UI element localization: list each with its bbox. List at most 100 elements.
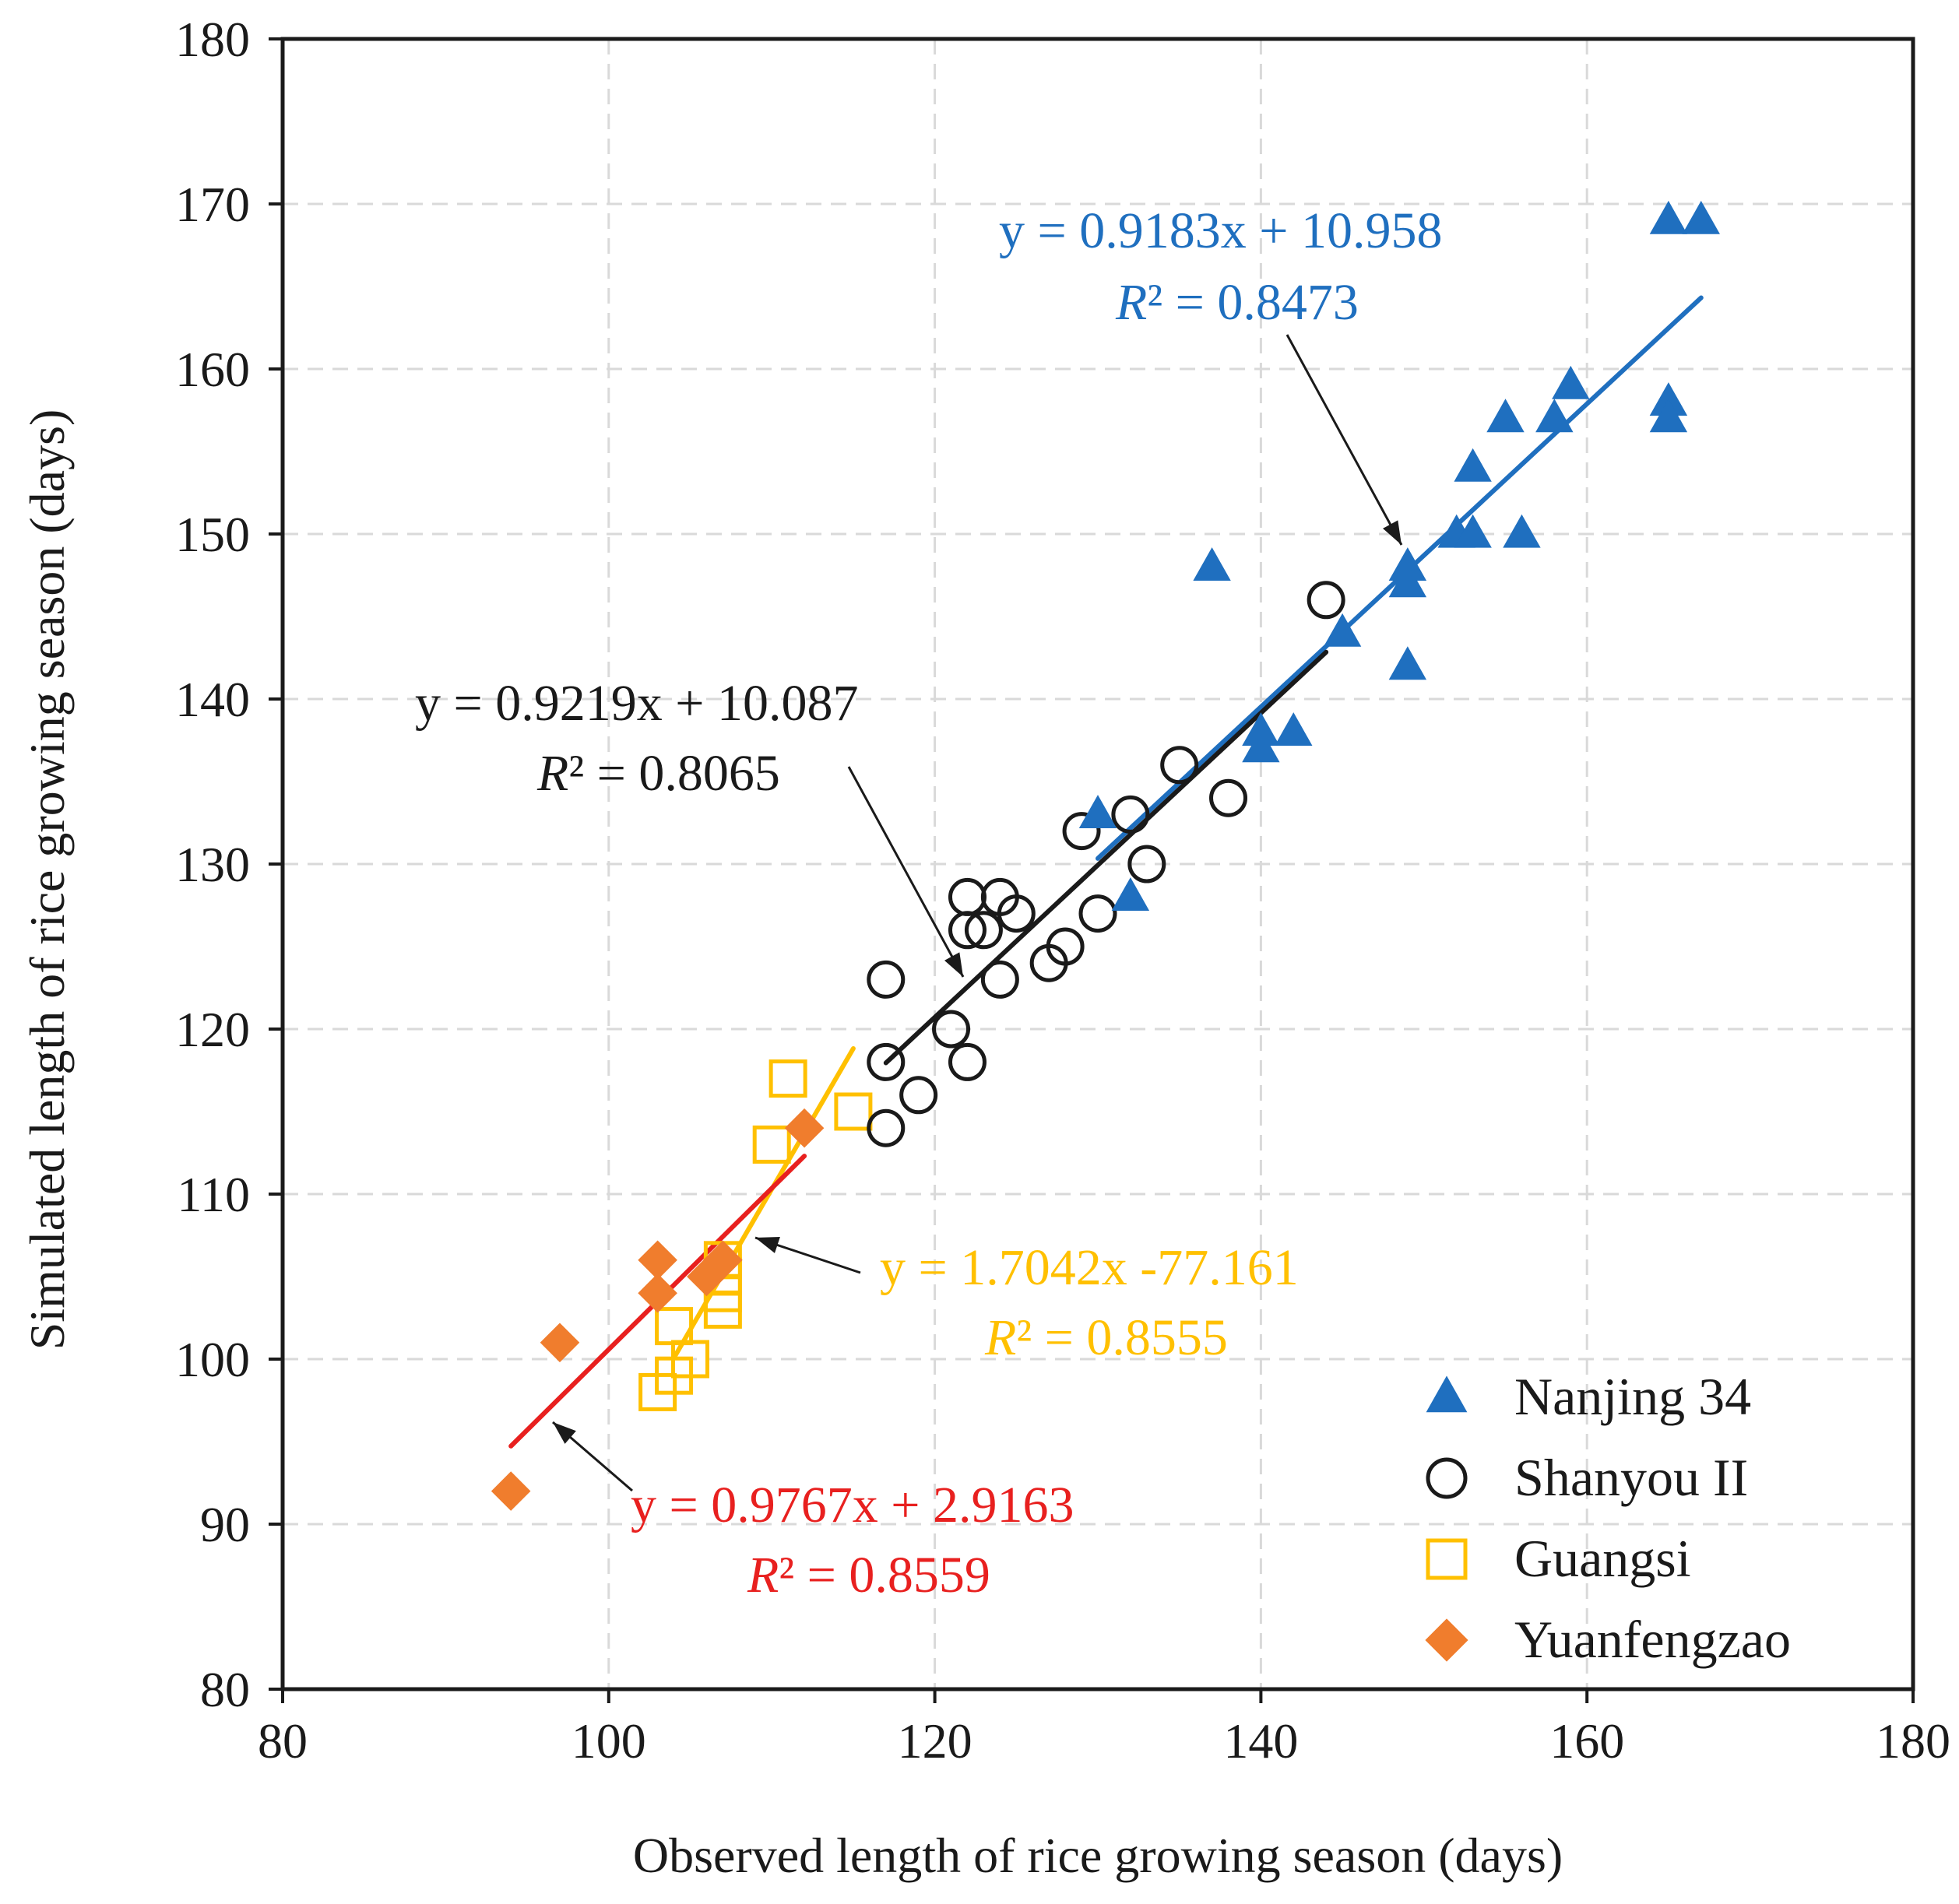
r-squared-guangsi: R² = 0.8555 [984, 1309, 1228, 1366]
circle-point [899, 1076, 938, 1115]
r-squared-value: ² = 0.8555 [1016, 1309, 1228, 1366]
r-squared-yuanfengzao: R² = 0.8559 [747, 1547, 990, 1604]
triangle-point [1682, 200, 1720, 234]
triangle-point [1552, 365, 1590, 399]
triangle-point [1486, 399, 1525, 433]
data-points [491, 200, 1720, 1511]
fit-line-shanyou-ii [883, 649, 1329, 1066]
circle-point [997, 894, 1036, 933]
fit-line-guangsi [671, 1045, 856, 1361]
triangle-point [1503, 514, 1541, 548]
triangle-point [1275, 712, 1313, 746]
diamond-point [540, 1323, 580, 1363]
series-yuanfengzao [491, 1108, 825, 1511]
legend-triangle-icon [1426, 1375, 1468, 1413]
circle-point [1078, 894, 1117, 933]
triangle-point [1649, 200, 1688, 234]
triangle-point [1323, 613, 1362, 647]
annotation-arrow-line [847, 766, 965, 978]
square-point [752, 1125, 791, 1164]
x-tick-label: 100 [572, 1713, 646, 1769]
r-squared-nanjing-34: R² = 0.8473 [1115, 274, 1359, 331]
diamond-point [703, 1240, 743, 1280]
y-tick-label: 150 [175, 507, 250, 562]
annotation-arrow-line [1285, 334, 1403, 546]
x-tick-label: 160 [1549, 1713, 1624, 1769]
x-tick-label: 180 [1876, 1713, 1950, 1769]
circle-point [1062, 812, 1101, 851]
r-squared-symbol: R [984, 1309, 1016, 1366]
triangle-point [1454, 448, 1492, 482]
circle-point [964, 911, 1003, 950]
legend-label: Yuanfengzao [1514, 1610, 1791, 1669]
y-tick-label: 100 [175, 1332, 250, 1387]
circle-point [867, 1042, 906, 1081]
y-tick-label: 110 [177, 1167, 250, 1222]
legend-label: Nanjing 34 [1514, 1367, 1751, 1426]
series-nanjing-34 [1078, 200, 1720, 911]
equation-shanyou-ii: y = 0.9219x + 10.087 [415, 675, 858, 732]
y-axis-label: Simulated length of rice growing season … [19, 409, 75, 1351]
diamond-point [638, 1240, 677, 1280]
r-squared-symbol: R [536, 745, 568, 802]
circle-point [932, 1010, 971, 1049]
diamond-point [491, 1471, 531, 1511]
equation-nanjing-34: y = 0.9183x + 10.958 [999, 202, 1442, 259]
y-tick-label: 140 [175, 672, 250, 727]
series-shanyou-ii [867, 581, 1345, 1147]
triangle-point [1111, 877, 1150, 911]
legend-item-yuanfengzao: Yuanfengzao [1425, 1610, 1791, 1669]
grid-lines [283, 39, 1913, 1689]
circle-point [948, 1042, 987, 1081]
x-axis-label: Observed length of rice growing season (… [633, 1828, 1563, 1883]
equation-annotations: y = 0.9183x + 10.958 R² = 0.8473 y = 0.921… [415, 202, 1442, 1604]
r-squared-symbol: R [747, 1547, 779, 1604]
legend: Nanjing 34 Shanyou II Guangsi Yuanfengzao [1425, 1367, 1791, 1669]
legend-square-icon [1426, 1538, 1468, 1580]
triangle-point [1193, 547, 1231, 581]
triangle-point [1078, 795, 1117, 828]
triangle-point [1242, 729, 1280, 763]
circle-point [948, 877, 987, 916]
triangle-point [1388, 646, 1427, 680]
diamond-point [638, 1273, 677, 1313]
y-tick-label: 80 [200, 1662, 250, 1717]
square-point [834, 1092, 873, 1131]
annotation-arrowhead [553, 1422, 576, 1444]
triangle-point [1454, 514, 1492, 548]
square-point [671, 1340, 709, 1379]
r-squared-value: ² = 0.8065 [568, 745, 780, 802]
y-tick-label: 160 [175, 342, 250, 397]
triangle-point [1649, 399, 1688, 433]
legend-item-shanyou-ii: Shanyou II [1426, 1448, 1748, 1507]
y-tick-label: 170 [175, 177, 250, 232]
y-tick-label: 180 [175, 12, 250, 67]
diamond-point [784, 1108, 825, 1148]
triangle-point [1388, 564, 1427, 598]
square-point [768, 1059, 807, 1098]
circle-point [980, 960, 1019, 999]
x-tick-label: 80 [258, 1713, 308, 1769]
equation-guangsi: y = 1.7042x -77.161 [880, 1239, 1299, 1296]
axis-ticks: 80 100 120 140 160 180 80 90 100 110 120 130 140 150 1… [175, 12, 1950, 1769]
circle-point [1127, 845, 1166, 883]
legend-label: Guangsi [1514, 1529, 1691, 1588]
series-guangsi [638, 1059, 873, 1411]
legend-circle-icon [1426, 1457, 1468, 1499]
y-tick-label: 90 [200, 1497, 250, 1552]
triangle-point [1535, 399, 1574, 433]
circle-point [1160, 746, 1199, 785]
circle-point [1307, 581, 1345, 620]
circle-point [948, 911, 987, 950]
y-tick-label: 120 [175, 1002, 250, 1057]
circle-point [1111, 795, 1150, 834]
circle-point [1209, 778, 1248, 817]
legend-item-nanjing-34: Nanjing 34 [1426, 1367, 1751, 1426]
x-tick-label: 120 [898, 1713, 972, 1769]
legend-item-guangsi: Guangsi [1426, 1529, 1691, 1588]
circle-point [867, 1108, 906, 1147]
r-squared-symbol: R [1115, 274, 1147, 331]
annotation-arrowhead [755, 1237, 780, 1253]
r-squared-shanyou-ii: R² = 0.8065 [536, 745, 780, 802]
